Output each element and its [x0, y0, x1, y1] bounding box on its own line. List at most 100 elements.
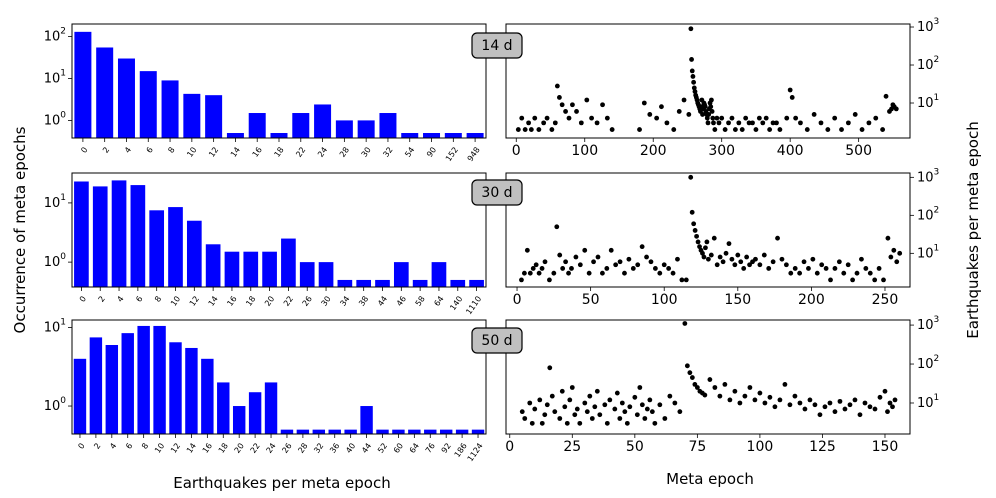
- scatter-point: [591, 259, 596, 265]
- x-tick-label: 18: [244, 294, 257, 308]
- scatter-point: [873, 115, 879, 121]
- bar: [379, 113, 397, 138]
- scatter-panel-1: 0 100 200 300 400 500 101 102 103: [505, 17, 939, 159]
- scatter-point: [551, 270, 557, 276]
- scatter-point: [566, 270, 571, 276]
- scatter-point: [807, 397, 813, 403]
- scatter-point: [772, 404, 778, 410]
- scatter-point: [885, 409, 890, 415]
- scatter-point: [700, 250, 705, 256]
- scatter-point: [672, 400, 678, 406]
- bar: [444, 133, 462, 138]
- scatter-point: [679, 277, 685, 283]
- scatter-point: [839, 127, 844, 132]
- x-tick-label: 200: [798, 292, 825, 308]
- scatter-point: [825, 127, 831, 132]
- scatter-point: [519, 115, 525, 121]
- window-label-30d-box: [471, 179, 523, 206]
- scatter-point: [735, 252, 741, 258]
- scatter-point: [557, 252, 563, 258]
- x-tick-label: 1124: [466, 441, 485, 463]
- scatter-point: [572, 412, 578, 418]
- scatter-point: [872, 277, 878, 283]
- x-tick-label: 8: [153, 294, 163, 303]
- bar: [439, 429, 453, 434]
- scatter-point: [577, 420, 583, 426]
- scatter-point: [779, 256, 785, 262]
- scatter-point: [573, 254, 579, 260]
- x-tick-label: 20: [263, 294, 276, 308]
- x-tick-label: 24: [316, 145, 329, 159]
- scatter-point: [732, 127, 738, 132]
- scatter-point: [683, 277, 689, 283]
- scatter-point: [887, 400, 893, 406]
- scatter-point: [736, 120, 742, 126]
- scatter-point: [709, 97, 714, 103]
- scatter-point: [587, 393, 593, 399]
- scatter-point: [652, 420, 658, 426]
- scatter-point: [708, 104, 714, 110]
- x-tick-label: 28: [338, 145, 351, 159]
- x-tick-label: 30: [320, 294, 333, 308]
- bar: [314, 104, 332, 138]
- scatter-point: [872, 406, 878, 412]
- scatter-point: [644, 254, 649, 260]
- scatter-point: [717, 393, 723, 399]
- scatter-point: [797, 400, 803, 406]
- scatter-point: [612, 406, 618, 412]
- scatter-point: [549, 393, 555, 399]
- window-label-14d: 14 d: [471, 32, 523, 59]
- axes-frame: [505, 319, 911, 435]
- scatter-point: [747, 262, 752, 268]
- scatter-point: [814, 270, 820, 276]
- scatter-point: [714, 115, 720, 121]
- scatter-point: [706, 112, 712, 117]
- scatter-point: [676, 109, 682, 114]
- scatter-point: [783, 262, 789, 268]
- scatter-point: [701, 254, 707, 260]
- x-tick-label: 140: [448, 294, 464, 312]
- scatter-point: [837, 398, 843, 404]
- axes-frame: [505, 23, 911, 139]
- x-tick-label: 152: [444, 145, 460, 163]
- scatter-point: [789, 95, 795, 100]
- bar: [424, 429, 437, 434]
- scatter-point: [746, 120, 752, 126]
- bar: [392, 429, 405, 434]
- scatter-point: [689, 68, 695, 74]
- scatter-point: [770, 259, 776, 265]
- x-tick-label: 125: [809, 439, 836, 455]
- bar: [169, 342, 182, 434]
- window-label-30d-text: 30 d: [481, 185, 512, 201]
- scatter-point: [852, 112, 858, 117]
- x-tick-label: 0: [505, 439, 514, 455]
- scatter-point: [533, 262, 539, 268]
- scatter-point: [524, 247, 530, 253]
- scatter-point: [801, 259, 807, 265]
- x-tick-label: 14: [185, 441, 198, 455]
- scatter-point: [845, 262, 851, 268]
- scatter-point: [657, 402, 663, 408]
- scatter-point: [627, 404, 633, 410]
- y-tick-label: 101: [917, 392, 939, 410]
- y-tick-label: 102: [44, 26, 66, 44]
- x-tick-label: 100: [747, 439, 774, 455]
- scatter-point: [519, 409, 525, 415]
- scatter-point: [692, 89, 698, 94]
- y-tick-label: 103: [917, 167, 939, 185]
- scatter-point: [762, 400, 768, 406]
- scatter-point: [760, 120, 766, 126]
- y-tick-label: 100: [44, 396, 67, 414]
- scatter-point: [738, 259, 744, 265]
- scatter-point: [530, 266, 536, 271]
- scatter-point: [694, 385, 700, 390]
- scatter-point: [554, 83, 560, 89]
- scatter-point: [607, 397, 613, 403]
- scatter-point: [802, 406, 808, 412]
- scatter-point: [705, 256, 711, 262]
- bar: [450, 279, 466, 287]
- scatter-point: [589, 416, 595, 421]
- scatter-point: [642, 416, 648, 421]
- scatter-point: [757, 262, 763, 268]
- scatter-point: [687, 370, 693, 376]
